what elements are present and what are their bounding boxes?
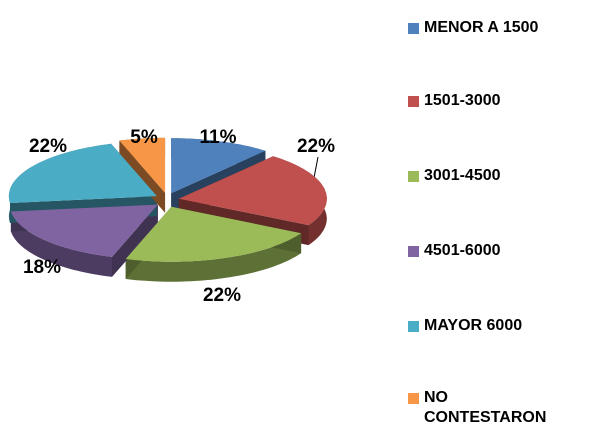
legend-item: MAYOR 6000 [408,316,578,336]
legend-item: MENOR A 1500 [408,18,578,38]
legend-item: NO CONTESTARON [408,388,578,428]
legend-label: MAYOR 6000 [424,317,523,334]
legend-swatch [408,96,419,107]
legend-swatch [408,23,419,34]
legend-label: 3001-4500 [424,167,501,184]
legend-label: NO CONTESTARON [424,389,547,426]
legend-swatch [408,171,419,182]
data-label: 22% [29,136,67,157]
legend-swatch [408,321,419,332]
slice [178,156,327,226]
slice [119,137,166,193]
data-label: 18% [23,257,61,278]
pie-area: 11% 22% 22% 18% 22% 5% [8,127,335,306]
legend-label: 4501-6000 [424,242,501,259]
slice [8,143,157,203]
slice-side [125,233,302,282]
data-label: 11% [200,127,237,148]
legend-item: 3001-4500 [408,166,578,186]
legend-label: 1501-3000 [424,92,501,109]
slice [10,204,158,257]
legend-item: 1501-3000 [408,91,578,111]
data-label: 22% [297,136,335,157]
slice-side [10,211,112,277]
slice [171,138,266,194]
legend-item: 4501-6000 [408,241,578,261]
legend-label: MENOR A 1500 [424,19,539,36]
slice [125,206,302,262]
data-label: 22% [203,285,241,306]
legend-swatch [408,393,419,404]
data-label: 5% [130,127,158,148]
legend-swatch [408,246,419,257]
